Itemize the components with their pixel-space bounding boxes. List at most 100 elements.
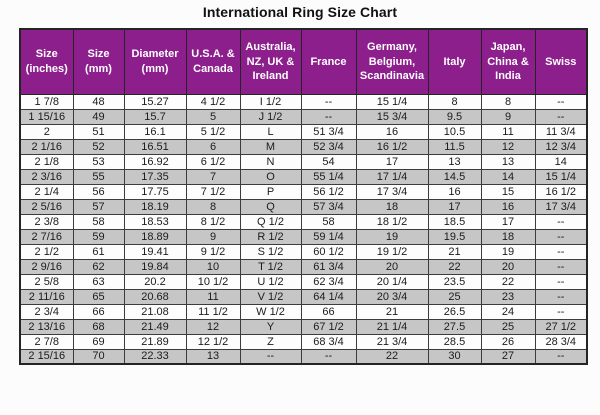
table-cell: 2 13/16 bbox=[19, 318, 74, 335]
table-cell: 16.92 bbox=[123, 153, 187, 170]
column-header: France bbox=[300, 28, 357, 95]
table-cell: 61 bbox=[72, 243, 125, 260]
table-cell: 21 bbox=[355, 303, 429, 320]
table-cell: O bbox=[239, 168, 302, 185]
table-cell: 8 bbox=[480, 93, 536, 110]
table-cell: -- bbox=[534, 213, 588, 230]
column-header: Italy bbox=[427, 28, 482, 95]
table-cell: 15.7 bbox=[123, 108, 187, 125]
table-cell: 7 bbox=[185, 168, 241, 185]
table-cell: 9 bbox=[185, 228, 241, 245]
table-row: 2 5/8 63 20.2 10 1/2 U 1/2 62 3/4 20 1/4 23.5 22… bbox=[19, 273, 588, 290]
table-cell: 66 bbox=[72, 303, 125, 320]
table-cell: 56 bbox=[72, 183, 125, 200]
table-row: 2 51 16.1 5 1/2 L 51 3/4 16 10.5 11 11 3/4 bbox=[19, 123, 588, 140]
table-cell: 8 bbox=[427, 93, 482, 110]
table-cell: 20.2 bbox=[123, 273, 187, 290]
table-cell: 65 bbox=[72, 288, 125, 305]
table-row: 1 15/16 49 15.7 5 J 1/2 -- 15 3/4 9.5 9 -- bbox=[19, 108, 588, 125]
table-cell: 2 1/8 bbox=[19, 153, 74, 170]
table-cell: 58 bbox=[300, 213, 357, 230]
table-cell: 27 bbox=[480, 348, 536, 365]
table-cell: 12 bbox=[480, 138, 536, 155]
table-body: 1 7/8 48 15.27 4 1/2 I 1/2 -- 15 1/4 8 8 -- 1 15/1… bbox=[19, 93, 588, 365]
table-cell: V 1/2 bbox=[239, 288, 302, 305]
table-cell: 56 1/2 bbox=[300, 183, 357, 200]
table-cell: 27 1/2 bbox=[534, 318, 588, 335]
table-cell: 18 bbox=[355, 198, 429, 215]
table-cell: 20.68 bbox=[123, 288, 187, 305]
table-row: 2 3/16 55 17.35 7 O 55 1/4 17 1/4 14.5 14 15 1/4 bbox=[19, 168, 588, 185]
table-cell: 16.1 bbox=[123, 123, 187, 140]
table-cell: 12 bbox=[185, 318, 241, 335]
table-cell: 21 bbox=[427, 243, 482, 260]
table-cell: 21.08 bbox=[123, 303, 187, 320]
table-cell: P bbox=[239, 183, 302, 200]
table-row: 2 7/16 59 18.89 9 R 1/2 59 1/4 19 19.5 18 -- bbox=[19, 228, 588, 245]
table-cell: 12 1/2 bbox=[185, 333, 241, 350]
table-cell: 11 bbox=[185, 288, 241, 305]
table-cell: 20 3/4 bbox=[355, 288, 429, 305]
table-cell: 2 bbox=[19, 123, 74, 140]
table-cell: 57 3/4 bbox=[300, 198, 357, 215]
table-cell: 2 7/16 bbox=[19, 228, 74, 245]
table-cell: 9.5 bbox=[427, 108, 482, 125]
table-cell: 16 bbox=[480, 198, 536, 215]
table-cell: -- bbox=[534, 108, 588, 125]
table-row: 2 3/4 66 21.08 11 1/2 W 1/2 66 21 26.5 24 -- bbox=[19, 303, 588, 320]
table-cell: 13 bbox=[480, 153, 536, 170]
table-cell: 10 1/2 bbox=[185, 273, 241, 290]
table-cell: -- bbox=[534, 288, 588, 305]
table-cell: 2 1/4 bbox=[19, 183, 74, 200]
table-cell: 62 3/4 bbox=[300, 273, 357, 290]
table-cell: 30 bbox=[427, 348, 482, 365]
table-cell: 15.27 bbox=[123, 93, 187, 110]
table-cell: 2 1/2 bbox=[19, 243, 74, 260]
table-cell: 15 1/4 bbox=[355, 93, 429, 110]
table-cell: 12 3/4 bbox=[534, 138, 588, 155]
column-header: U.S.A. & Canada bbox=[185, 28, 241, 95]
table-row: 2 1/8 53 16.92 6 1/2 N 54 17 13 13 14 bbox=[19, 153, 588, 170]
table-cell: U 1/2 bbox=[239, 273, 302, 290]
table-cell: 11 3/4 bbox=[534, 123, 588, 140]
table-row: 2 13/16 68 21.49 12 Y 67 1/2 21 1/4 27.5 25 27 1/… bbox=[19, 318, 588, 335]
table-cell: 2 1/16 bbox=[19, 138, 74, 155]
table-cell: 15 1/4 bbox=[534, 168, 588, 185]
table-cell: 70 bbox=[72, 348, 125, 365]
table-cell: 21.89 bbox=[123, 333, 187, 350]
table-cell: 2 15/16 bbox=[19, 348, 74, 365]
table-cell: 28.5 bbox=[427, 333, 482, 350]
table-cell: 14.5 bbox=[427, 168, 482, 185]
table-cell: 1 7/8 bbox=[19, 93, 74, 110]
table-cell: 19.41 bbox=[123, 243, 187, 260]
table-cell: 16.51 bbox=[123, 138, 187, 155]
table-cell: -- bbox=[534, 348, 588, 365]
table-cell: 16 1/2 bbox=[355, 138, 429, 155]
table-cell: 26 bbox=[480, 333, 536, 350]
table-cell: 14 bbox=[480, 168, 536, 185]
table-cell: 11 bbox=[480, 123, 536, 140]
table-cell: -- bbox=[534, 273, 588, 290]
table-cell: 2 3/16 bbox=[19, 168, 74, 185]
table-cell: 68 3/4 bbox=[300, 333, 357, 350]
table-cell: 11.5 bbox=[427, 138, 482, 155]
table-cell: 16 bbox=[355, 123, 429, 140]
table-cell: 8 1/2 bbox=[185, 213, 241, 230]
table-cell: 17.35 bbox=[123, 168, 187, 185]
table-cell: 1 15/16 bbox=[19, 108, 74, 125]
column-header: Size (inches) bbox=[19, 28, 74, 95]
table-cell: 57 bbox=[72, 198, 125, 215]
table-cell: M bbox=[239, 138, 302, 155]
table-cell: 17 3/4 bbox=[355, 183, 429, 200]
table-cell: 16 1/2 bbox=[534, 183, 588, 200]
table-cell: 61 3/4 bbox=[300, 258, 357, 275]
table-cell: 62 bbox=[72, 258, 125, 275]
table-cell: 64 1/4 bbox=[300, 288, 357, 305]
table-cell: 55 bbox=[72, 168, 125, 185]
table-cell: 9 bbox=[480, 108, 536, 125]
table-cell: S 1/2 bbox=[239, 243, 302, 260]
table-cell: 26.5 bbox=[427, 303, 482, 320]
table-cell: 19 bbox=[355, 228, 429, 245]
table-cell: 60 1/2 bbox=[300, 243, 357, 260]
table-cell: 22 bbox=[480, 273, 536, 290]
